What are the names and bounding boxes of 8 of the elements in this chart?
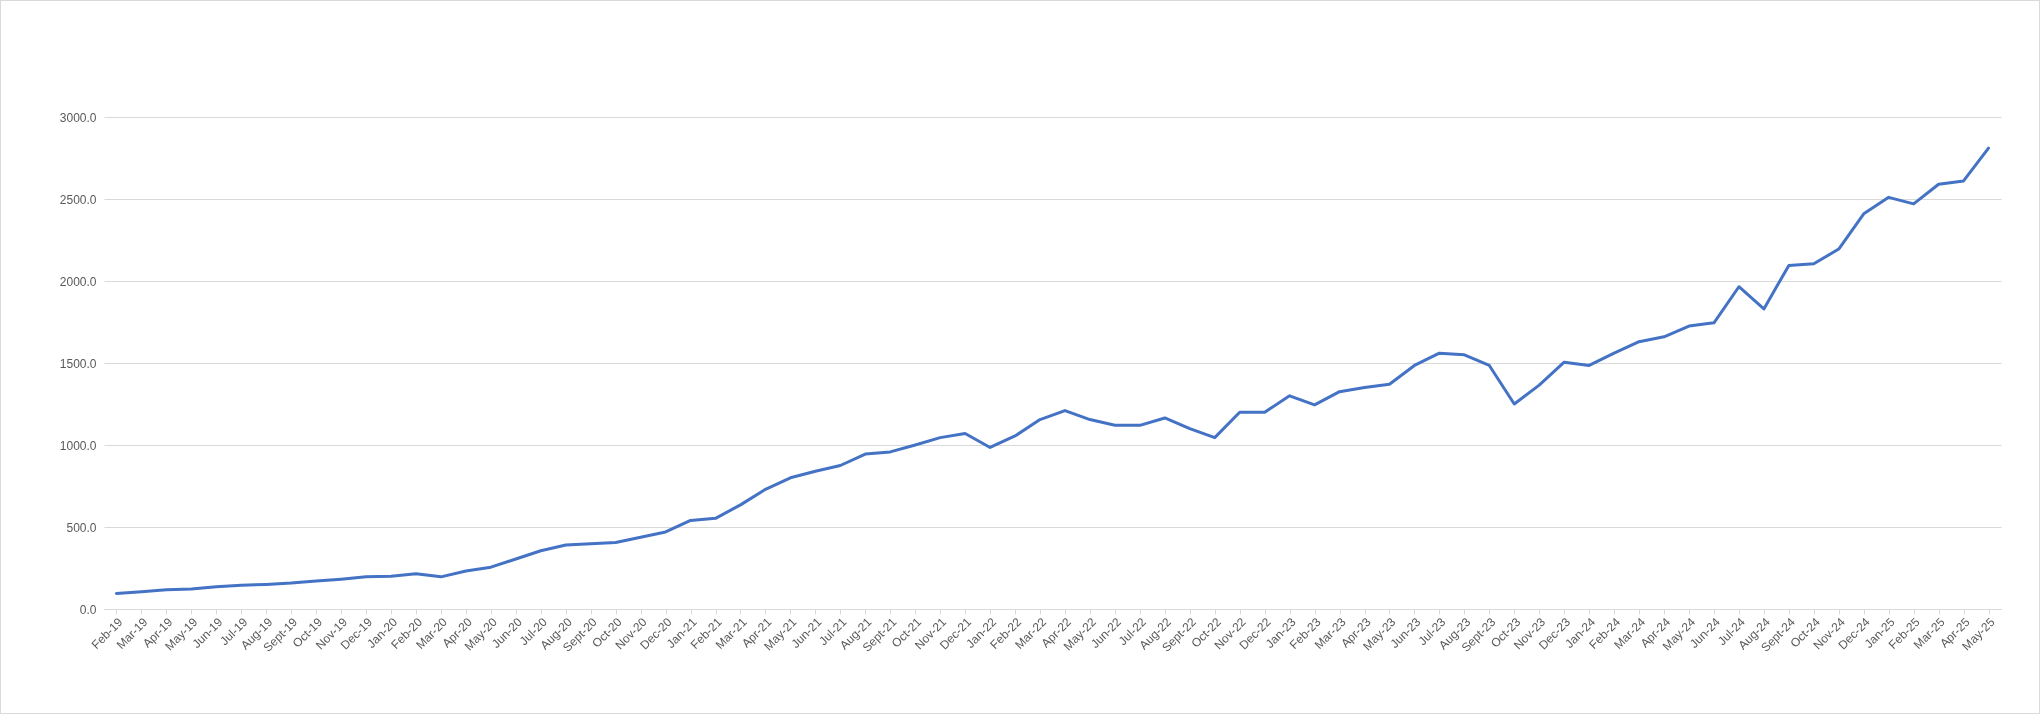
y-tick-label: 1500.0 xyxy=(59,356,97,371)
y-tick-label: 2000.0 xyxy=(59,274,97,289)
y-tick-label: 3000.0 xyxy=(59,110,97,125)
line-series xyxy=(114,146,1991,595)
y-tick-label: 500.0 xyxy=(66,520,97,535)
y-tick-label: 2500.0 xyxy=(59,192,97,207)
y-tick-label: 1000.0 xyxy=(59,438,97,453)
y-tick-label: 0.0 xyxy=(79,602,97,617)
